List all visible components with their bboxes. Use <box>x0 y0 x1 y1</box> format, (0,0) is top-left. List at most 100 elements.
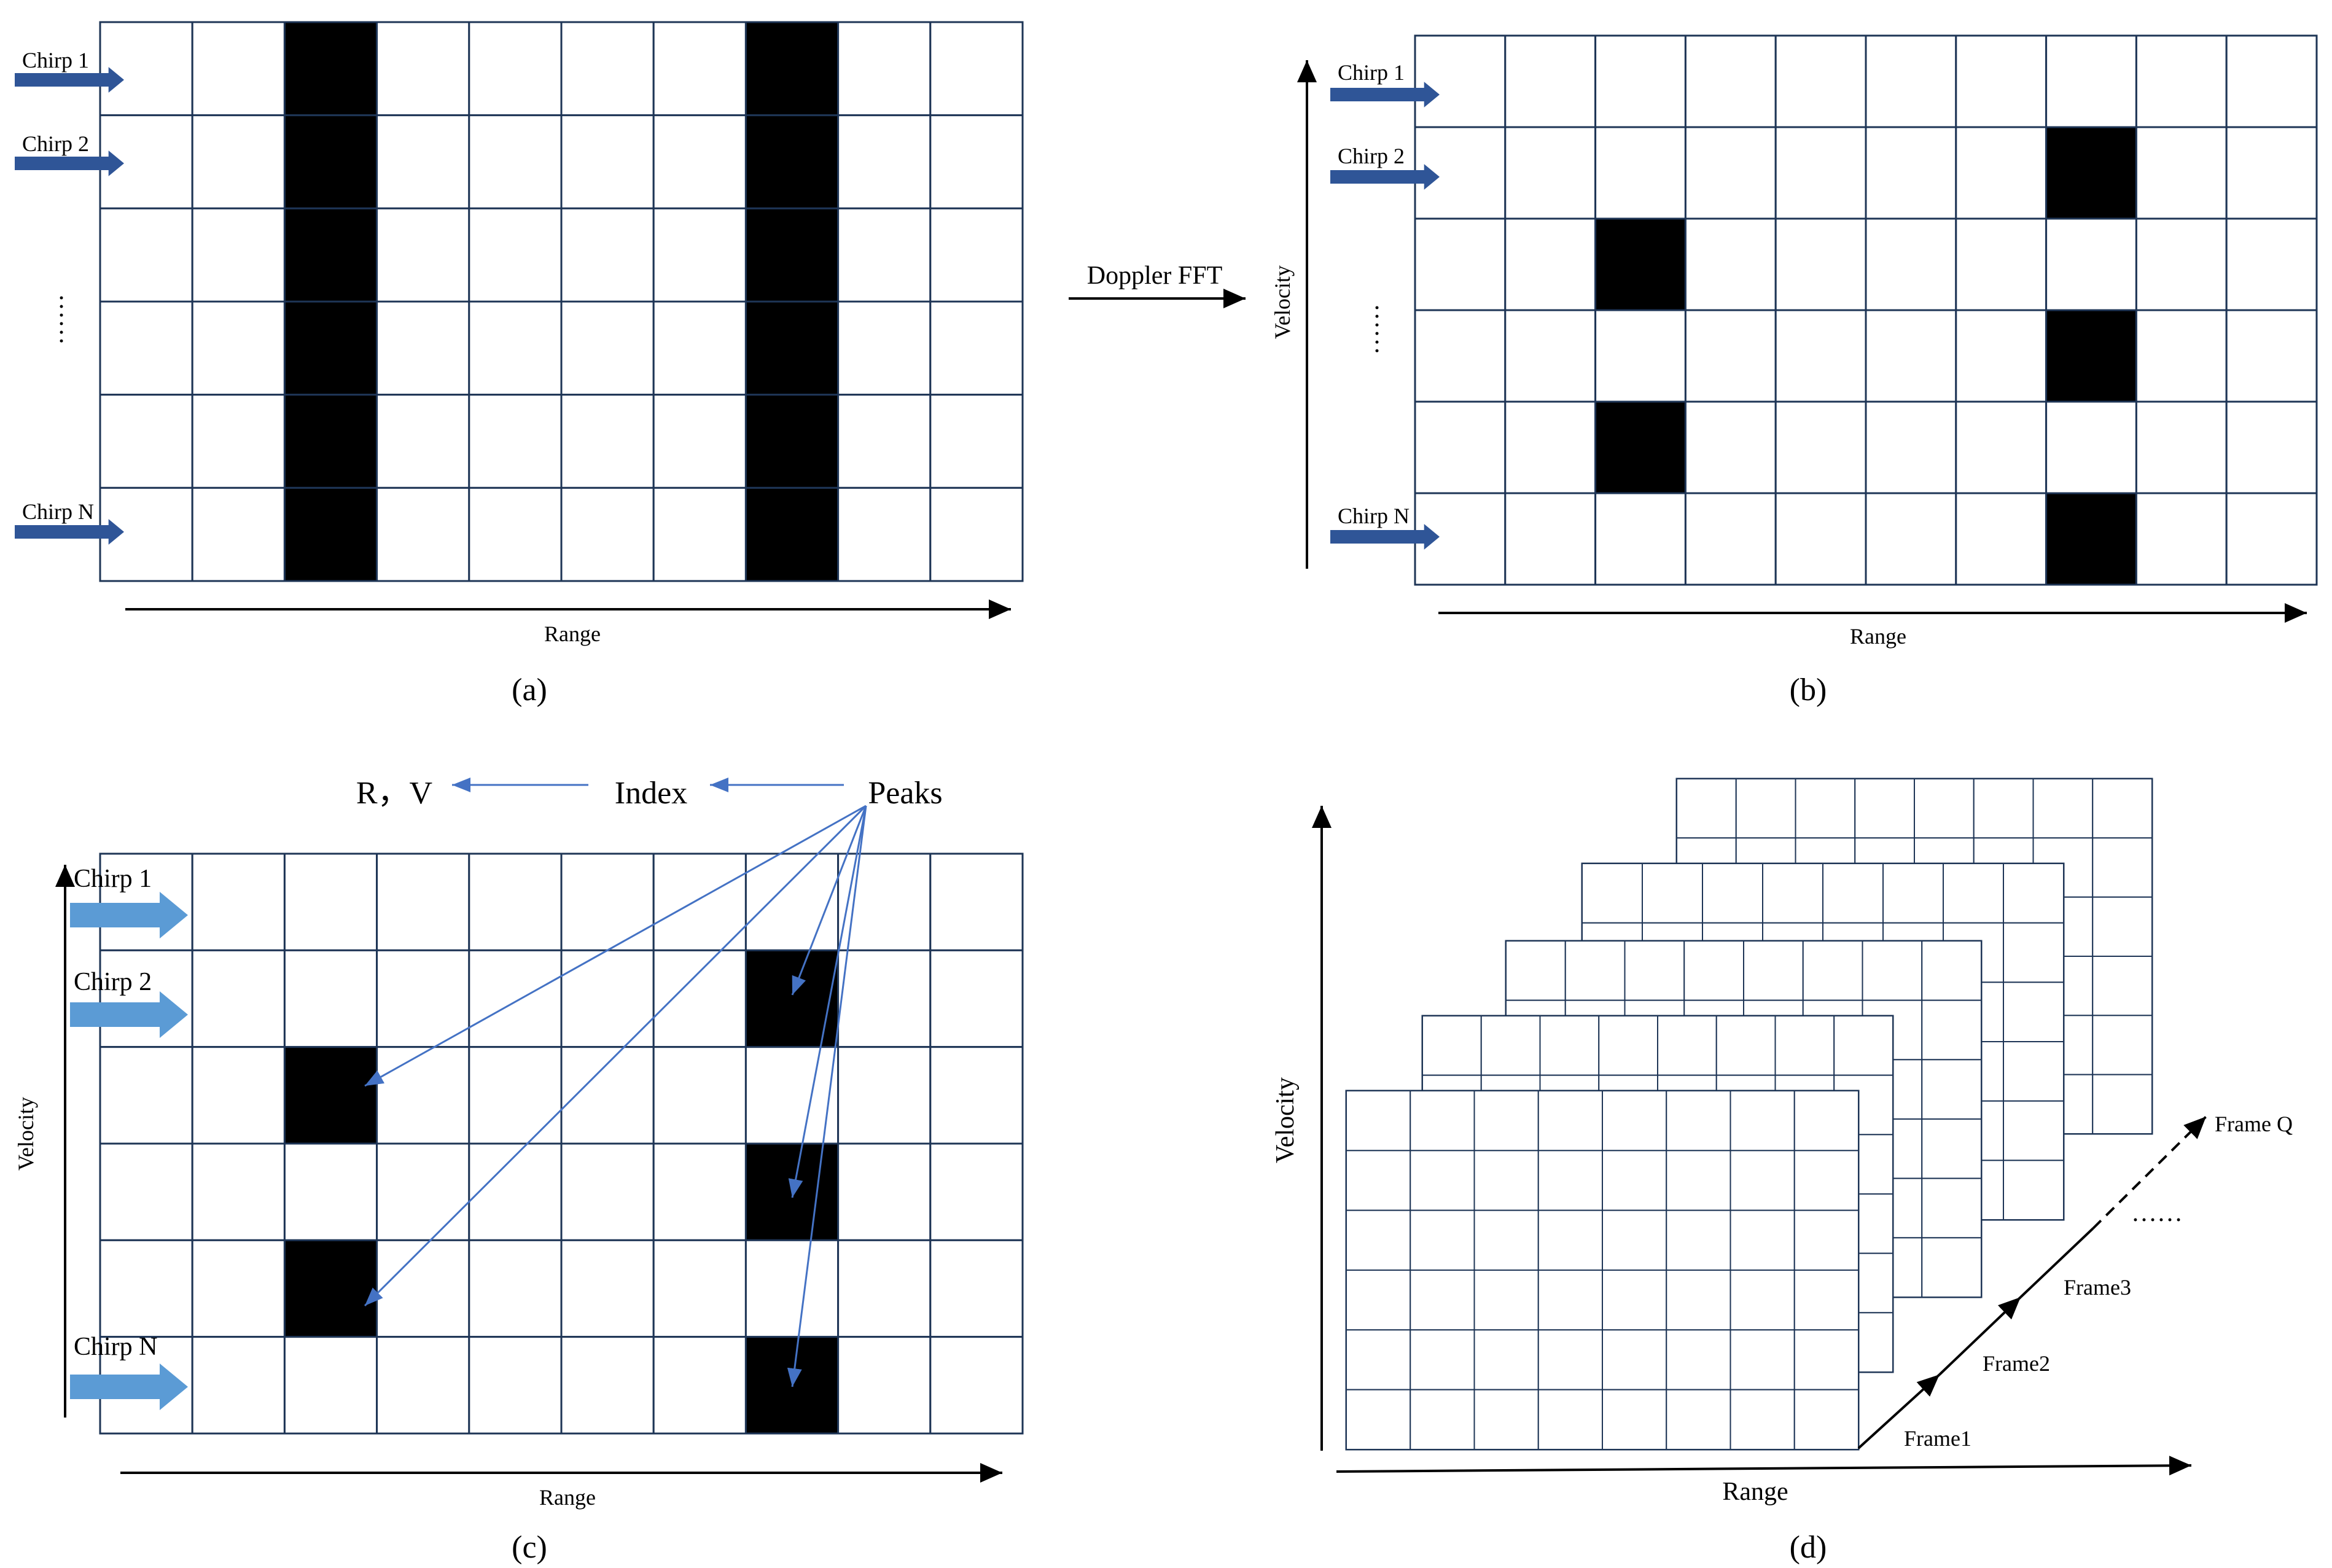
grid-cell <box>929 1046 1024 1145</box>
grid-cell <box>2135 492 2228 586</box>
grid-cell <box>2045 217 2137 311</box>
grid-cell <box>929 1239 1024 1338</box>
grid-cell <box>929 21 1024 117</box>
grid-cell <box>1921 1118 1982 1179</box>
y-axis-label: Velocity <box>1271 1077 1300 1163</box>
grid-cell <box>1921 1237 1982 1298</box>
grid-cell <box>560 486 655 582</box>
grid-cell <box>1743 940 1804 1001</box>
grid-cell <box>1473 1150 1539 1211</box>
grid-cell <box>1594 126 1687 220</box>
grid-cell <box>2225 400 2318 494</box>
frame-stack <box>1345 778 2153 1451</box>
chirp-label: Chirp N <box>1338 504 1410 528</box>
grid-cell <box>1730 1329 1795 1391</box>
peak-arrow <box>787 805 867 1387</box>
panel-d: Velocity Range Frame1 Frame2 Frame3 Fram… <box>1271 778 2293 1565</box>
grid-cell <box>1862 940 1923 1001</box>
chirp-arrow <box>70 892 188 938</box>
grid-cell <box>99 949 193 1048</box>
chirp-label: Chirp 2 <box>74 968 152 996</box>
grid-cell <box>1833 1015 1893 1076</box>
grid-cell <box>560 1336 655 1435</box>
grid-cell <box>191 1046 286 1145</box>
range-chirp-grid <box>99 21 1024 582</box>
grid-cell <box>1684 309 1777 403</box>
grid-cell <box>1666 1209 1731 1271</box>
grid-cell <box>468 486 563 582</box>
grid-cell <box>1774 34 1867 128</box>
grid-cell <box>1346 1150 1411 1211</box>
grid-cell <box>1955 400 2048 494</box>
frame-axis-solid <box>2019 1227 2094 1298</box>
grid-cell <box>1676 778 1737 839</box>
filled-cell <box>283 21 378 117</box>
grid-cell <box>2135 126 2228 220</box>
grid-cell <box>1793 1090 1859 1152</box>
chirp-arrow <box>70 1363 188 1410</box>
grid-cell <box>376 852 470 951</box>
grid-cell <box>1473 1270 1539 1331</box>
grid-cell <box>1473 1329 1539 1391</box>
grid-cell <box>468 207 563 303</box>
grid-cell <box>1822 863 1884 924</box>
grid-cell <box>652 1142 747 1241</box>
chirp-arrow <box>15 67 124 93</box>
panel-caption: (c) <box>512 1530 547 1565</box>
grid-cell <box>929 1336 1024 1435</box>
grid-cell <box>1774 492 1867 586</box>
chirp-arrows <box>70 892 188 1410</box>
grid-cell <box>652 114 747 209</box>
grid-cell <box>1774 126 1867 220</box>
grid-cell <box>2032 778 2094 839</box>
grid-cell <box>1955 217 2048 311</box>
grid-cell <box>837 486 932 582</box>
x-axis-label: Range <box>1722 1478 1788 1506</box>
grid-cell <box>1504 400 1597 494</box>
grid-cell <box>744 852 840 951</box>
grid-cell <box>2092 1015 2153 1075</box>
grid-cell <box>1473 1090 1539 1152</box>
filled-cell <box>283 114 378 209</box>
chirp-label: Chirp 1 <box>74 865 152 893</box>
grid-cell <box>1594 309 1687 403</box>
grid-cell <box>560 1239 655 1338</box>
grid-cell <box>1346 1209 1411 1271</box>
grid-cell <box>837 300 932 396</box>
grid-cell <box>2135 400 2228 494</box>
grid-cell <box>1505 940 1566 1001</box>
grid-cell <box>468 1142 563 1241</box>
grid-cell <box>837 1142 932 1241</box>
grid-cell <box>468 852 563 951</box>
grid-cell <box>2003 922 2064 983</box>
grid-cell <box>652 394 747 489</box>
grid-cell <box>1793 1150 1859 1211</box>
grid-cell <box>1346 1090 1411 1152</box>
grid-cell <box>1921 940 1982 1001</box>
grid-cell <box>468 21 563 117</box>
grid-cell <box>2135 217 2228 311</box>
grid-cell <box>1955 309 2048 403</box>
grid-cell <box>1921 1059 1982 1120</box>
filled-cell <box>283 300 378 396</box>
grid-cell <box>1666 1270 1731 1331</box>
grid-cell <box>837 949 932 1048</box>
peak-arrow <box>788 805 867 1198</box>
frame-label: Frame Q <box>2215 1112 2293 1136</box>
grid-cell <box>1414 217 1507 311</box>
grid-cell <box>1504 126 1597 220</box>
grid-cell <box>2225 217 2318 311</box>
grid-cell <box>1598 1015 1658 1076</box>
panel-caption: (b) <box>1790 673 1827 708</box>
grid-cell <box>1684 34 1777 128</box>
grid-cell <box>744 1239 840 1338</box>
grid-cell <box>468 300 563 396</box>
grid-cell <box>1730 1270 1795 1331</box>
grid-cell <box>2045 34 2137 128</box>
grid-cell <box>99 394 193 489</box>
grid-cell <box>1602 1329 1667 1391</box>
grid-cell <box>1410 1150 1475 1211</box>
grid-cell <box>1537 1329 1603 1391</box>
chirp-arrow <box>15 150 124 176</box>
grid-cell <box>1666 1090 1731 1152</box>
